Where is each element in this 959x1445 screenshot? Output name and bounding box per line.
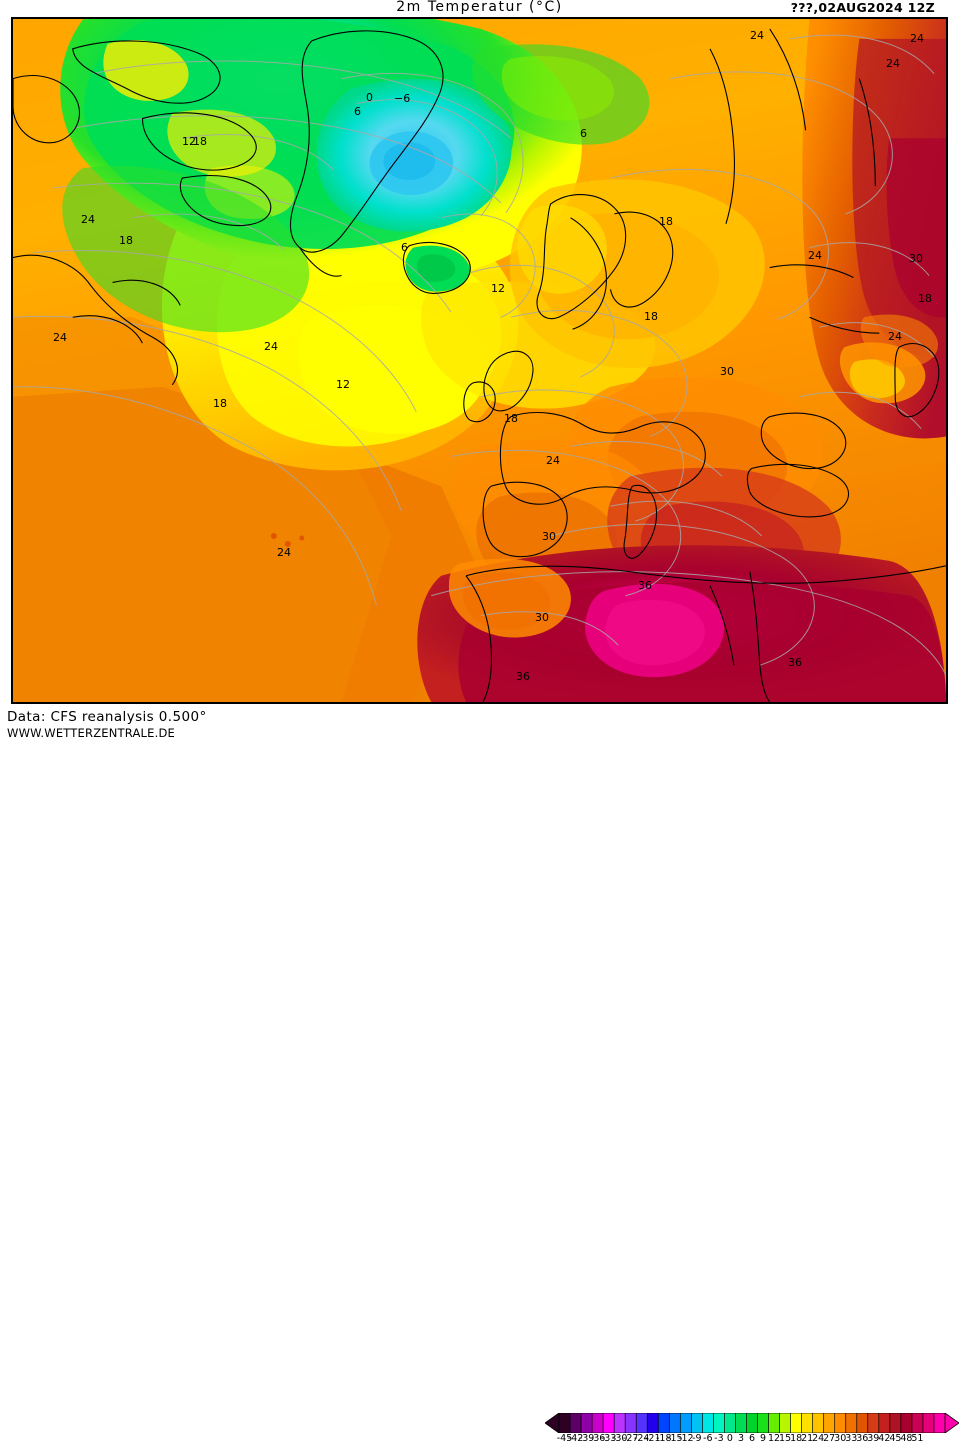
colorbar-swatch bbox=[558, 1413, 571, 1433]
colorbar-swatch bbox=[657, 1413, 671, 1433]
colorbar-swatch bbox=[768, 1413, 781, 1433]
colorbar-swatch bbox=[646, 1413, 660, 1433]
colorbar-swatch bbox=[757, 1413, 770, 1433]
colorbar-swatch bbox=[779, 1413, 792, 1433]
colorbar-swatch bbox=[856, 1413, 869, 1433]
colorbar-tick: -6 bbox=[703, 1433, 713, 1444]
colorbar-tick: 3 bbox=[737, 1433, 744, 1444]
map-frame[interactable]: −6 0 6 6 6 12 12 12 18 18 18 18 18 18 18 24 24 24 24 24 24 24… bbox=[11, 17, 948, 704]
colorbar-swatch bbox=[801, 1413, 814, 1433]
colorbar-swatch bbox=[746, 1413, 759, 1433]
colorbar-swatch bbox=[922, 1413, 935, 1433]
model-run-timestamp: ???,02AUG2024 12Z bbox=[790, 0, 935, 15]
colorbar-swatch bbox=[679, 1413, 693, 1433]
colorbar-tick: -3 bbox=[714, 1433, 724, 1444]
page-title: 2m Temperatur (°C) bbox=[396, 0, 563, 15]
colorbar-swatch bbox=[702, 1413, 715, 1433]
map-header: 2m Temperatur (°C) ???,02AUG2024 12Z bbox=[0, 0, 959, 17]
colorbar-tick: 6 bbox=[748, 1433, 756, 1444]
colorbar-swatch bbox=[635, 1413, 648, 1433]
colorbar-swatch bbox=[690, 1413, 704, 1433]
colorbar-swatch bbox=[933, 1413, 946, 1433]
colorbar-tick: 9 bbox=[759, 1433, 767, 1444]
map-footer: Data: CFS reanalysis 0.500° WWW.WETTERZE… bbox=[0, 704, 959, 1443]
temperature-field bbox=[13, 19, 946, 702]
colorbar-swatch bbox=[602, 1413, 615, 1433]
colorbar-swatch bbox=[911, 1413, 924, 1433]
colorbar-swatch bbox=[580, 1413, 593, 1433]
colorbar-swatch bbox=[713, 1413, 726, 1433]
colorbar-swatch bbox=[735, 1413, 748, 1433]
colorbar-high-arrow bbox=[944, 1413, 959, 1433]
colorbar-swatch bbox=[823, 1413, 836, 1433]
colorbar-swatch bbox=[834, 1413, 847, 1433]
isotherm-contours bbox=[13, 34, 946, 676]
colorbar-swatch bbox=[812, 1413, 825, 1433]
colorbar-low-arrow bbox=[545, 1413, 560, 1433]
temperature-colorbar[interactable]: -45 -42 -39 -36 -33 -30 -27 -24 -21 -18 -15 -12 -9 -6… bbox=[545, 1413, 959, 1445]
colorbar-swatch bbox=[900, 1413, 913, 1433]
colorbar-swatch bbox=[790, 1413, 803, 1433]
colorbar-swatch bbox=[569, 1413, 582, 1433]
colorbar-tick: 51 bbox=[911, 1433, 924, 1444]
colorbar-swatch bbox=[591, 1413, 604, 1433]
colorbar-tick: 0 bbox=[726, 1433, 733, 1444]
colorbar-swatch bbox=[878, 1413, 891, 1433]
colorbar-swatch bbox=[613, 1413, 626, 1433]
colorbar-tick: -9 bbox=[692, 1433, 702, 1444]
data-source-label: Data: CFS reanalysis 0.500° bbox=[7, 709, 207, 725]
colorbar-swatches bbox=[545, 1413, 959, 1433]
colorbar-swatch bbox=[889, 1413, 902, 1433]
colorbar-swatch bbox=[724, 1413, 737, 1433]
colorbar-swatch bbox=[668, 1413, 682, 1433]
colorbar-swatch bbox=[624, 1413, 637, 1433]
colorbar-swatch bbox=[867, 1413, 880, 1433]
colorbar-swatch bbox=[845, 1413, 858, 1433]
coastlines bbox=[13, 28, 946, 702]
website-label: WWW.WETTERZENTRALE.DE bbox=[7, 726, 176, 740]
